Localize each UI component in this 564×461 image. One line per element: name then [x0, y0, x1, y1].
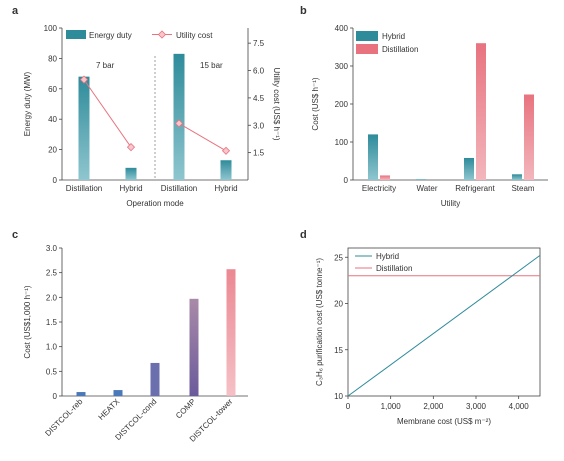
bar-hybrid — [416, 179, 426, 180]
marker-utility-cost — [174, 119, 184, 128]
bar-distillation — [476, 43, 486, 181]
x-tick-label: Steam — [511, 184, 534, 193]
legend-swatch-energy-duty — [66, 30, 86, 39]
panel-label-b: b — [300, 5, 307, 17]
bar-energy-duty — [125, 167, 137, 180]
panel-label-c: c — [12, 229, 18, 241]
chart-panel-c: 0 0.5 1.0 1.5 2.0 2.5 3.0 Cost (US$1,000 h⁻¹) DI… — [23, 244, 248, 444]
chart-panel-d: 10 15 20 25 0 1,000 2,000 3,000 4,000 Membrane co… — [315, 247, 541, 426]
legend-label-hybrid: Hybrid — [376, 252, 399, 261]
x-axis-label: Membrane cost (US$ m⁻²) — [397, 417, 491, 426]
y-tick-label: 15 — [334, 346, 343, 355]
group-label-15bar: 15 bar — [200, 61, 223, 70]
bar-hybrid — [368, 134, 378, 180]
x-tick-label: Distillation — [161, 184, 197, 193]
x-tick-label: 4,000 — [509, 402, 530, 411]
legend-label-energy-duty: Energy duty — [89, 31, 132, 40]
legend-label-hybrid: Hybrid — [382, 32, 405, 41]
y-tick-label: 0 — [344, 176, 349, 185]
group-label-7bar: 7 bar — [96, 61, 115, 70]
legend-label-distillation: Distillation — [376, 264, 412, 273]
y-tick-label: 25 — [334, 253, 343, 262]
y-tick-label: 1.0 — [46, 343, 58, 352]
line-utility-cost-15bar — [178, 123, 227, 152]
bar-cost — [226, 269, 236, 396]
y-tick-label: 100 — [335, 138, 349, 147]
bar-energy-duty — [220, 160, 232, 180]
y-tick-label: 400 — [335, 24, 349, 33]
y-tick-label: 100 — [44, 24, 58, 33]
marker-utility-cost — [221, 146, 231, 155]
y-tick-label: 40 — [48, 115, 57, 124]
bar-distillation — [380, 175, 390, 180]
marker-utility-cost — [126, 143, 136, 152]
legend-marker-utility-cost — [157, 30, 167, 39]
marker-utility-cost — [79, 75, 89, 84]
panel-label-d: d — [300, 229, 307, 241]
bar-cost — [150, 362, 160, 396]
x-tick-label: HEATX — [97, 397, 122, 422]
y2-tick-label: 1.5 — [253, 149, 265, 158]
line-hybrid — [347, 254, 541, 397]
x-tick-label: Distillation — [66, 184, 102, 193]
y-tick-label: 200 — [335, 100, 349, 109]
y-tick-label: 80 — [48, 54, 57, 63]
bar-cost — [113, 390, 123, 396]
bar-hybrid — [512, 174, 522, 180]
y-tick-label: 300 — [335, 62, 349, 71]
chart-panel-b: 0 100 200 300 400 Cost (US$ h⁻¹) Electricity Wa… — [311, 24, 548, 208]
y-axis-label: C₃H₆ purification cost (US$ tonne⁻¹) — [315, 258, 324, 386]
y-tick-label: 3.0 — [46, 244, 58, 253]
legend-label-utility-cost: Utility cost — [176, 31, 213, 40]
x-tick-label: Refrigerant — [455, 184, 495, 193]
legend-swatch-distillation — [356, 44, 378, 54]
plot-frame — [347, 247, 541, 397]
x-tick-label: DISTCOL-reb — [43, 397, 84, 438]
x-tick-label: Hybrid — [214, 184, 237, 193]
x-tick-label: Electricity — [362, 184, 396, 193]
line-utility-cost-7bar — [83, 79, 132, 148]
legend-swatch-hybrid — [356, 31, 378, 41]
x-tick-label: Water — [416, 184, 437, 193]
x-tick-label: 0 — [346, 402, 351, 411]
y-tick-label: 10 — [334, 392, 343, 401]
x-axis-label: Operation mode — [126, 199, 184, 208]
bar-distillation — [524, 94, 534, 180]
bar-hybrid — [464, 157, 474, 180]
y2-tick-label: 7.5 — [253, 39, 265, 48]
y-tick-label: 0.5 — [46, 367, 58, 376]
bar-cost — [189, 298, 199, 396]
x-tick-label: 3,000 — [466, 402, 487, 411]
panel-label-a: a — [12, 5, 19, 17]
x-tick-label: COMP — [174, 397, 197, 420]
y2-tick-label: 4.5 — [253, 94, 265, 103]
bar-energy-duty — [78, 76, 90, 180]
y-tick-label: 2.5 — [46, 269, 58, 278]
y-axis-label: Cost (US$1,000 h⁻¹) — [23, 285, 32, 358]
x-tick-label: 1,000 — [381, 402, 402, 411]
y-tick-label: 20 — [334, 300, 343, 309]
chart-panel-a: 0 20 40 60 80 100 1.5 3.0 4.5 6.0 7.5 Energy duty (… — [23, 24, 281, 208]
y-tick-label: 0 — [53, 176, 58, 185]
y-tick-label: 2.0 — [46, 293, 58, 302]
y2-axis-label: Utility cost (US$ h⁻¹) — [272, 67, 281, 140]
bar-cost — [76, 392, 86, 396]
x-tick-label: 2,000 — [423, 402, 444, 411]
y-tick-label: 60 — [48, 85, 57, 94]
y2-tick-label: 6.0 — [253, 67, 265, 76]
bar-energy-duty — [173, 53, 185, 181]
y-tick-label: 0 — [53, 392, 58, 401]
y-tick-label: 20 — [48, 146, 57, 155]
y2-tick-label: 3.0 — [253, 121, 265, 130]
y-axis-label: Energy duty (MW) — [23, 71, 32, 136]
y-axis-label: Cost (US$ h⁻¹) — [311, 77, 320, 130]
x-axis-label: Utility — [441, 199, 461, 208]
x-tick-label: Hybrid — [119, 184, 142, 193]
y-tick-label: 1.5 — [46, 318, 58, 327]
legend-label-distillation: Distillation — [382, 45, 418, 54]
